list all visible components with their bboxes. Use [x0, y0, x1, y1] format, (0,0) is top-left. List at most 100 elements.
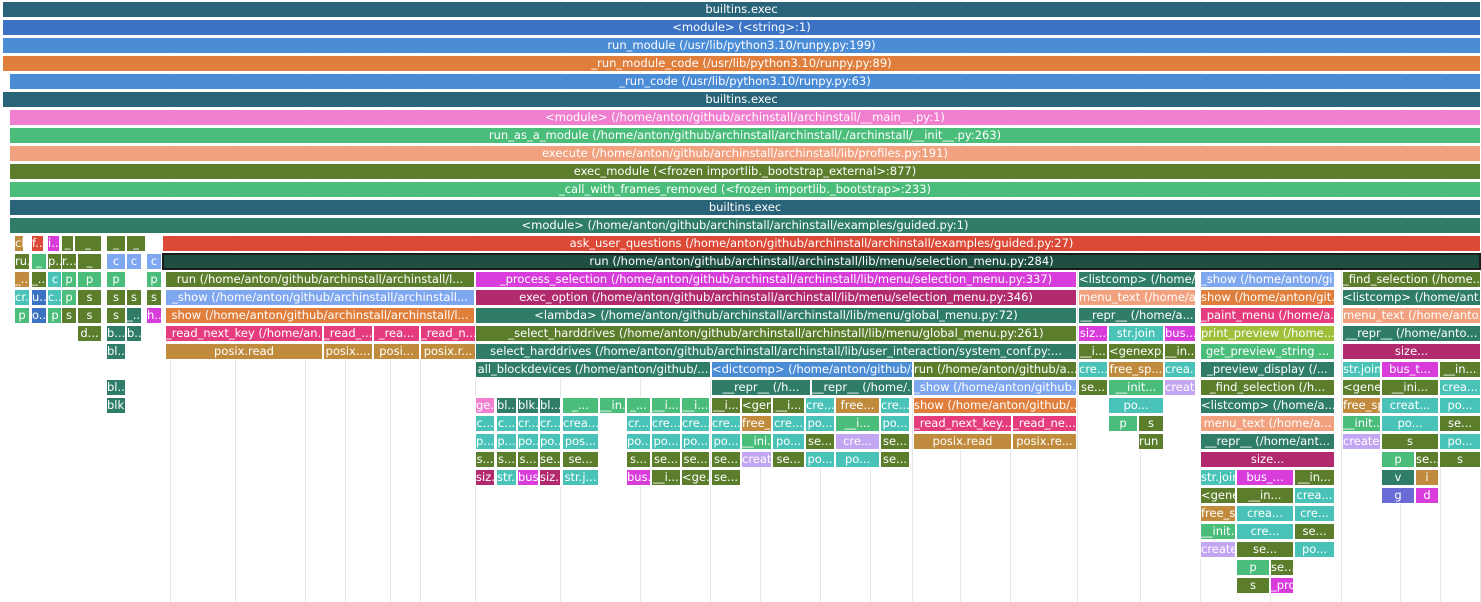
- frame[interactable]: <listcomp> (/home/ant...: [1342, 289, 1481, 306]
- frame[interactable]: se...: [880, 451, 910, 468]
- frame[interactable]: crea...: [562, 415, 599, 432]
- frame[interactable]: po...: [681, 433, 710, 450]
- frame[interactable]: _...: [126, 307, 142, 324]
- frame[interactable]: __repr__ (/home/a...: [1078, 307, 1196, 324]
- frame[interactable]: bl...: [539, 397, 561, 414]
- frame[interactable]: crea...: [1236, 505, 1294, 522]
- frame[interactable]: se...: [562, 451, 599, 468]
- frame[interactable]: get_preview_string ...: [1200, 343, 1335, 360]
- frame[interactable]: builtins.exec: [2, 91, 1481, 108]
- frame[interactable]: _read_n...: [420, 325, 476, 342]
- frame[interactable]: s: [77, 289, 102, 306]
- frame[interactable]: execute (/home/anton/github/archinstall/…: [9, 145, 1481, 162]
- frame[interactable]: i...: [47, 235, 60, 252]
- frame[interactable]: __ini...: [1381, 379, 1439, 396]
- frame[interactable]: po...: [1439, 433, 1481, 450]
- frame-selected[interactable]: run (/home/anton/github/archinstall/arch…: [162, 253, 1481, 270]
- frame[interactable]: ask_user_questions (/home/anton/github/a…: [162, 235, 1481, 252]
- frame[interactable]: s: [61, 307, 77, 324]
- frame[interactable]: s: [77, 307, 102, 324]
- frame[interactable]: p: [14, 307, 30, 324]
- frame[interactable]: se...: [1439, 415, 1481, 432]
- frame[interactable]: str.j...: [562, 469, 599, 486]
- frame[interactable]: creat...: [1381, 397, 1439, 414]
- frame[interactable]: _read_ne...: [1012, 415, 1077, 432]
- frame[interactable]: se...: [1270, 559, 1294, 576]
- frame[interactable]: se...: [1415, 451, 1439, 468]
- frame[interactable]: _...: [562, 397, 599, 414]
- frame[interactable]: p: [146, 271, 162, 288]
- frame[interactable]: cre...: [835, 433, 880, 450]
- frame[interactable]: creat...: [741, 451, 772, 468]
- frame[interactable]: cre...: [1078, 361, 1108, 378]
- frame[interactable]: __i...: [651, 397, 681, 414]
- frame[interactable]: _read_...: [323, 325, 373, 342]
- frame[interactable]: c: [106, 253, 126, 270]
- frame[interactable]: _show (/home/anton/github/archinstall/ar…: [165, 289, 475, 306]
- frame[interactable]: create...: [1342, 433, 1381, 450]
- frame[interactable]: se...: [651, 451, 681, 468]
- frame[interactable]: p: [61, 271, 77, 288]
- frame[interactable]: show (/home/anton/git...: [1200, 289, 1335, 306]
- frame[interactable]: s...: [475, 451, 495, 468]
- frame[interactable]: free_sp...: [1200, 505, 1236, 522]
- frame[interactable]: _find_selection (/home...: [1342, 271, 1481, 288]
- frame[interactable]: b...: [126, 325, 142, 342]
- frame[interactable]: siz...: [475, 469, 495, 486]
- frame[interactable]: _: [31, 253, 47, 270]
- frame[interactable]: cr...: [517, 415, 539, 432]
- frame[interactable]: bus...: [626, 469, 651, 486]
- frame[interactable]: cre...: [880, 397, 910, 414]
- frame[interactable]: cre...: [711, 415, 741, 432]
- frame[interactable]: i: [1415, 469, 1439, 486]
- frame[interactable]: _: [61, 235, 74, 252]
- frame[interactable]: cr...: [14, 289, 30, 306]
- frame[interactable]: <module> (/home/anton/github/archinstall…: [9, 217, 1481, 234]
- frame[interactable]: <genexp...: [1342, 379, 1381, 396]
- frame[interactable]: po...: [517, 433, 539, 450]
- frame[interactable]: cre...: [681, 415, 710, 432]
- frame[interactable]: p: [1108, 415, 1138, 432]
- frame[interactable]: bus_t...: [1381, 361, 1439, 378]
- frame[interactable]: bl...: [496, 397, 517, 414]
- frame[interactable]: __in...: [1439, 361, 1481, 378]
- frame[interactable]: free...: [835, 397, 880, 414]
- frame[interactable]: __repr__ (/home/...: [811, 379, 913, 396]
- frame[interactable]: bl...: [106, 379, 126, 396]
- frame[interactable]: size...: [1200, 451, 1335, 468]
- frame[interactable]: __init...: [1342, 415, 1381, 432]
- frame[interactable]: c...: [496, 415, 517, 432]
- frame[interactable]: <ge...: [681, 469, 710, 486]
- frame[interactable]: bus...: [517, 469, 539, 486]
- frame[interactable]: po...: [1439, 397, 1481, 414]
- frame[interactable]: run (/home/anton/github/a...: [913, 361, 1077, 378]
- frame[interactable]: se...: [539, 451, 561, 468]
- frame[interactable]: create...: [1200, 541, 1236, 558]
- frame[interactable]: _rea...: [373, 325, 420, 342]
- frame[interactable]: __i...: [772, 397, 805, 414]
- frame[interactable]: c: [126, 253, 142, 270]
- frame[interactable]: p: [1236, 559, 1270, 576]
- frame[interactable]: _: [77, 253, 102, 270]
- frame[interactable]: posix.r...: [420, 343, 476, 360]
- frame[interactable]: s: [106, 307, 126, 324]
- frame[interactable]: bus_...: [1236, 469, 1294, 486]
- frame[interactable]: str.join: [1200, 469, 1236, 486]
- frame[interactable]: d: [1415, 487, 1439, 504]
- frame[interactable]: po...: [711, 433, 741, 450]
- frame[interactable]: _find_selection (/h...: [1200, 379, 1335, 396]
- frame[interactable]: po...: [1381, 415, 1439, 432]
- frame[interactable]: bl...: [106, 343, 126, 360]
- frame[interactable]: run_as_a_module (/home/anton/github/arch…: [9, 127, 1481, 144]
- frame[interactable]: cre...: [1294, 505, 1335, 522]
- frame[interactable]: menu_text (/home/anto...: [1342, 307, 1481, 324]
- frame[interactable]: crea...: [1294, 487, 1335, 504]
- frame[interactable]: _run_module_code (/usr/lib/python3.10/ru…: [2, 55, 1481, 72]
- frame[interactable]: siz...: [1078, 325, 1108, 342]
- frame[interactable]: __ini...: [741, 433, 772, 450]
- frame[interactable]: f...: [31, 235, 44, 252]
- frame[interactable]: po...: [1294, 541, 1335, 558]
- frame[interactable]: print_preview (/home...: [1200, 325, 1335, 342]
- frame[interactable]: exec_module (<frozen importlib._bootstra…: [9, 163, 1481, 180]
- frame[interactable]: <genexp...: [1108, 343, 1164, 360]
